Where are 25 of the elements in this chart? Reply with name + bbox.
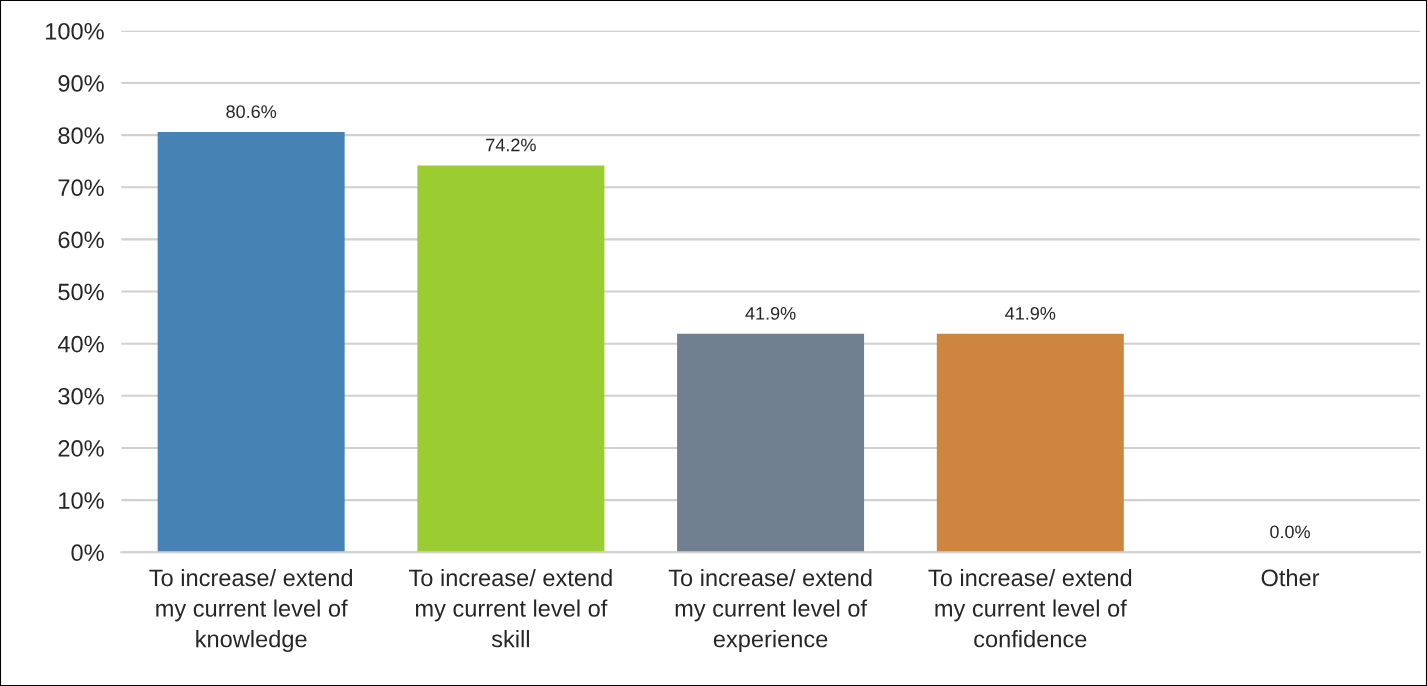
data-label: 41.9% bbox=[1005, 307, 1056, 320]
y-tick-label: 60% bbox=[58, 231, 104, 249]
y-tick-label: 70% bbox=[58, 179, 104, 197]
bar bbox=[936, 333, 1124, 553]
bar bbox=[417, 165, 605, 553]
y-tick-label: 100% bbox=[46, 22, 104, 40]
data-label: 0.0% bbox=[1270, 525, 1310, 539]
y-tick-label: 0% bbox=[71, 544, 104, 562]
y-tick-label: 30% bbox=[58, 387, 104, 405]
y-tick-label: 40% bbox=[57, 335, 104, 353]
x-tick-label: To increase/ extend my current level of confidence bbox=[928, 568, 1132, 648]
bar bbox=[157, 132, 345, 553]
y-tick-label: 10% bbox=[59, 492, 104, 509]
bar bbox=[677, 333, 865, 553]
data-label: 41.9% bbox=[745, 307, 796, 320]
x-tick-label: To increase/ extend my current level of knowledge bbox=[149, 568, 353, 653]
data-label: 80.6% bbox=[226, 105, 277, 119]
x-tick-label: To increase/ extend my current level of skill bbox=[409, 568, 612, 648]
y-tick-label: 20% bbox=[58, 440, 104, 457]
x-tick-label: Other bbox=[1261, 568, 1320, 587]
y-tick-label: 50% bbox=[58, 283, 104, 301]
y-tick-label: 90% bbox=[58, 75, 104, 92]
x-tick-label: To increase/ extend my current level of experience bbox=[668, 568, 872, 653]
y-tick-label: 80% bbox=[58, 127, 104, 144]
data-label: 74.2% bbox=[486, 138, 536, 152]
